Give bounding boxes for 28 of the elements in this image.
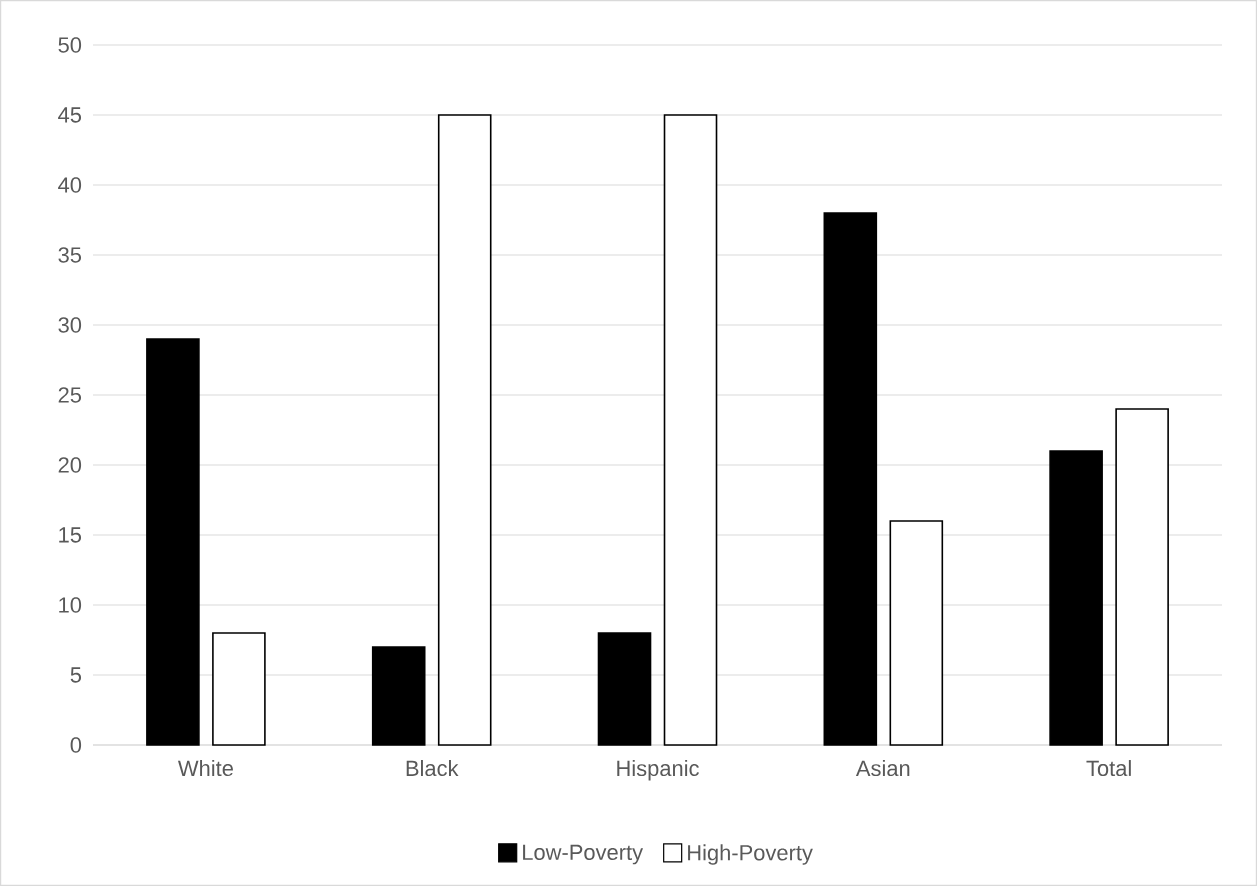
y-tick-label: 40 (58, 177, 82, 193)
legend-label: Low-Poverty (523, 844, 644, 865)
bar (823, 212, 878, 746)
bar (663, 114, 718, 746)
bar (597, 632, 652, 746)
y-tick-label: 50 (58, 37, 82, 53)
x-tick-label: Black (406, 760, 459, 777)
bar (146, 338, 200, 746)
x-tick-label: White (177, 760, 233, 777)
bar (212, 632, 266, 746)
y-tick-label: 45 (58, 107, 82, 123)
y-tick-label: 5 (70, 667, 82, 683)
y-tick-label: 10 (59, 597, 82, 613)
x-tick-label: Asian (855, 760, 910, 777)
x-tick-label: Hispanic (617, 760, 699, 781)
bar (1049, 450, 1103, 746)
x-tick-label: Total (1086, 760, 1131, 777)
bar (1115, 408, 1169, 746)
y-tick-label: 35 (58, 247, 82, 263)
bar (437, 114, 492, 746)
y-tick-label: 25 (58, 387, 82, 403)
y-tick-label: 30 (58, 317, 82, 333)
bar (371, 646, 426, 746)
legend-label: High-Poverty (688, 844, 813, 865)
y-tick-label: 20 (58, 457, 82, 473)
y-tick-label: 0 (70, 737, 82, 753)
bar (889, 520, 944, 746)
y-tick-label: 15 (59, 527, 82, 543)
